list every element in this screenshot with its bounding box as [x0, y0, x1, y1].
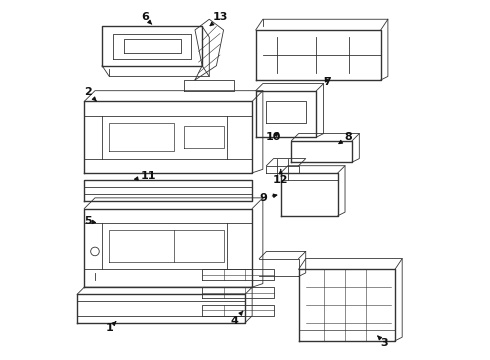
- Text: 6: 6: [141, 13, 152, 24]
- Text: 4: 4: [230, 311, 243, 326]
- Text: 11: 11: [135, 171, 156, 181]
- Text: 10: 10: [266, 132, 281, 142]
- Text: 12: 12: [273, 170, 289, 185]
- Text: 8: 8: [339, 132, 352, 144]
- Text: 7: 7: [323, 77, 331, 87]
- Text: 13: 13: [210, 13, 228, 26]
- Text: 9: 9: [259, 193, 277, 203]
- Text: 2: 2: [84, 87, 97, 101]
- Text: 3: 3: [378, 336, 388, 347]
- Text: 1: 1: [105, 321, 116, 333]
- Text: 5: 5: [84, 216, 96, 226]
